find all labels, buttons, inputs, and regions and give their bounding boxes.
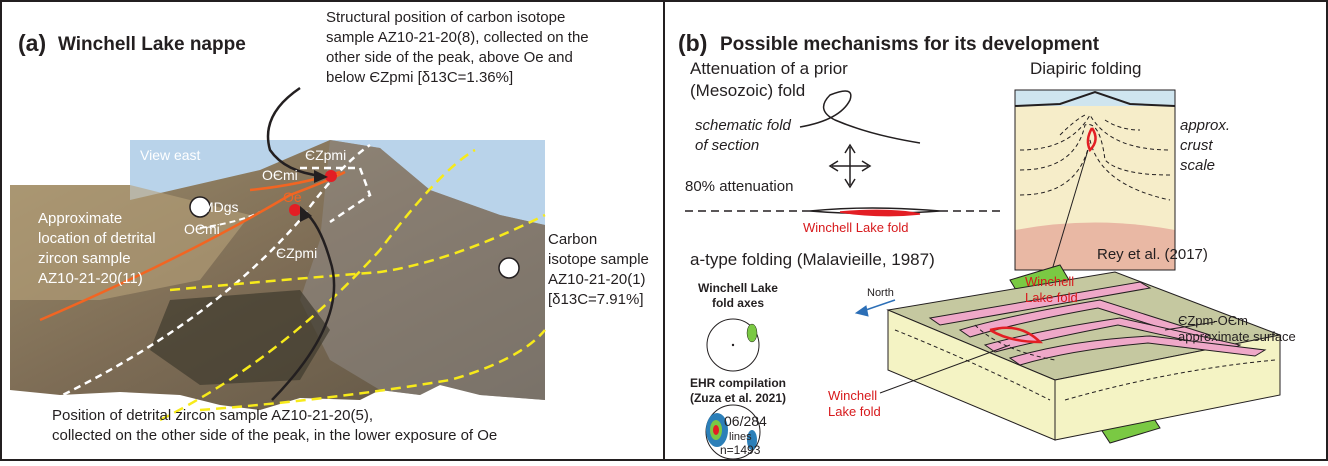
- annotation: Structural position of carbon isotope: [326, 9, 565, 26]
- north-label: North: [867, 287, 894, 299]
- annotation: 80% attenuation: [685, 178, 793, 195]
- annotation: collected on the other side of the peak,…: [52, 427, 497, 444]
- annotation: isotope sample: [548, 251, 649, 268]
- panel-title: Winchell Lake nappe: [58, 34, 246, 55]
- annotation: scale: [1180, 157, 1215, 174]
- annotation: other side of the peak, above Oe and: [326, 49, 573, 66]
- annotation: Carbon: [548, 231, 597, 248]
- annotation: schematic fold: [695, 117, 792, 134]
- panel-label: (a): [18, 30, 46, 56]
- diapir-sketch: [1015, 90, 1175, 270]
- unit-label: OЄmi: [262, 167, 298, 183]
- unit-label: OЄmi: [184, 221, 220, 237]
- section-title: (Mesozoic) fold: [690, 81, 805, 100]
- fold-label: Lake fold: [1025, 290, 1078, 305]
- panel-label: (b): [678, 30, 707, 56]
- fold-label: Lake fold: [828, 404, 881, 419]
- stereonet-title: fold axes: [712, 296, 764, 310]
- annotation: Approximate: [38, 210, 122, 227]
- fold-label: Winchell: [828, 388, 877, 403]
- unit-label: Oe: [283, 189, 302, 205]
- annotation: approx.: [1180, 117, 1230, 134]
- stereonet-title: (Zuza et al. 2021): [690, 391, 786, 405]
- annotation: location of detrital: [38, 230, 156, 247]
- annotation: zircon sample: [38, 250, 131, 267]
- figure: (a) Winchell Lake nappe Structural posit…: [0, 0, 1328, 461]
- panel-title: Possible mechanisms for its development: [720, 34, 1100, 55]
- fold-label: Winchell Lake fold: [803, 220, 909, 235]
- annotation: below ЄZpmi [δ13C=1.36%]: [326, 69, 513, 86]
- annotation: [δ13C=7.91%]: [548, 291, 644, 308]
- annotation: of section: [695, 137, 759, 154]
- stereonet-label: n=1493: [720, 443, 761, 457]
- section-title: Diapiric folding: [1030, 59, 1142, 78]
- annotation: ЄZpm-OЄm: [1178, 313, 1248, 328]
- unit-label: ЄZpmi: [276, 245, 317, 261]
- stereonet-label: lines: [729, 431, 752, 443]
- stereonet-title: Winchell Lake: [698, 281, 778, 295]
- citation: Rey et al. (2017): [1097, 246, 1208, 263]
- unit-label: MDgs: [202, 199, 239, 215]
- annotation: sample AZ10-21-20(8), collected on the: [326, 29, 589, 46]
- section-title: Attenuation of a prior: [690, 59, 848, 78]
- annotation: AZ10-21-20(1): [548, 271, 646, 288]
- stereonet-label: 06/284: [724, 413, 767, 429]
- annotation: crust: [1180, 137, 1213, 154]
- unit-label: ЄZpmi: [305, 147, 346, 163]
- section-title: a-type folding (Malavieille, 1987): [690, 250, 935, 269]
- annotation: approximate surface: [1178, 329, 1296, 344]
- annotation: AZ10-21-20(11): [38, 270, 143, 287]
- view-label: View east: [140, 147, 201, 163]
- stereonet-title: EHR compilation: [690, 376, 786, 390]
- annotation: Position of detrital zircon sample AZ10-…: [52, 407, 373, 424]
- fold-label: Winchell: [1025, 274, 1074, 289]
